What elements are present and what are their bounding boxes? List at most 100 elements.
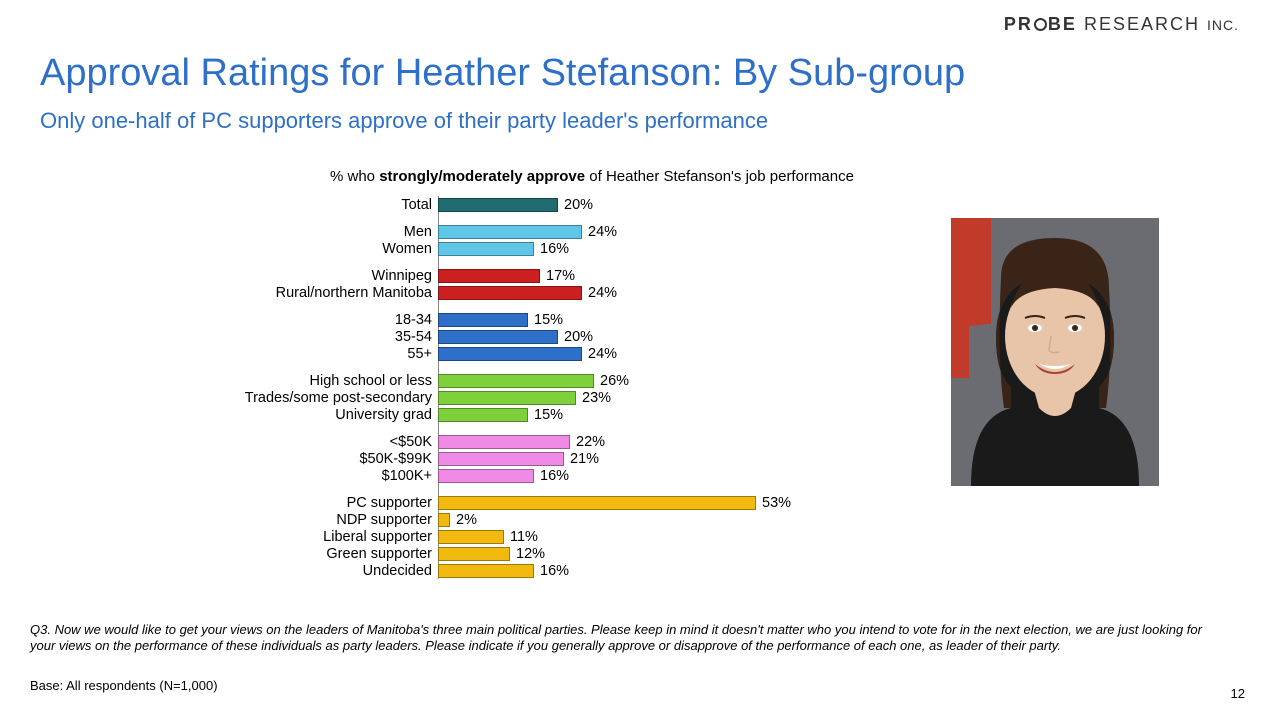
bar-row: PC supporter53% — [210, 494, 810, 511]
chart-caption: % who strongly/moderately approve of Hea… — [330, 168, 854, 185]
bar-fill — [438, 286, 582, 300]
bar-value: 16% — [540, 468, 569, 484]
bar-value: 15% — [534, 407, 563, 423]
bar-fill — [438, 242, 534, 256]
bar-row: Undecided 16% — [210, 562, 810, 579]
page-title: Approval Ratings for Heather Stefanson: … — [40, 52, 965, 95]
bar-value: 16% — [540, 241, 569, 257]
page-number: 12 — [1231, 686, 1245, 701]
bar-track: 16% — [438, 469, 810, 483]
bar-row: Rural/northern Manitoba 24% — [210, 284, 810, 301]
bar-row: 55+ 24% — [210, 345, 810, 362]
bar-label: 35-54 — [210, 329, 438, 345]
brand-word1: PR — [1004, 14, 1033, 34]
bar-label: Liberal supporter — [210, 529, 438, 545]
bar-fill — [438, 313, 528, 327]
bar-row: Trades/some post-secondary 23% — [210, 389, 810, 406]
brand-word3: RESEARCH — [1084, 14, 1200, 34]
bar-fill — [438, 391, 576, 405]
bar-track: 53% — [438, 496, 810, 510]
bar-track: 16% — [438, 242, 810, 256]
bar-fill — [438, 374, 594, 388]
bar-row: High school or less 26% — [210, 372, 810, 389]
bar-value: 15% — [534, 312, 563, 328]
bar-track: 23% — [438, 391, 810, 405]
portrait-illustration — [951, 218, 1159, 486]
bar-row: Men 24% — [210, 223, 810, 240]
bar-label: Total — [210, 197, 438, 213]
bar-label: Men — [210, 224, 438, 240]
bar-row: $50K-$99K21% — [210, 450, 810, 467]
bar-track: 17% — [438, 269, 810, 283]
bar-track: 11% — [438, 530, 810, 544]
bar-row: Winnipeg 17% — [210, 267, 810, 284]
bar-track: 16% — [438, 564, 810, 578]
bar-value: 24% — [588, 285, 617, 301]
bar-value: 24% — [588, 224, 617, 240]
bar-row: Total 20% — [210, 196, 810, 213]
bar-fill — [438, 496, 756, 510]
bar-label: Rural/northern Manitoba — [210, 285, 438, 301]
bar-fill — [438, 408, 528, 422]
bar-fill — [438, 513, 450, 527]
bar-value: 20% — [564, 329, 593, 345]
bar-track: 24% — [438, 347, 810, 361]
bar-value: 12% — [516, 546, 545, 562]
bar-label: <$50K — [210, 434, 438, 450]
bar-value: 22% — [576, 434, 605, 450]
brand-word4: INC. — [1207, 17, 1239, 33]
bar-value: 53% — [762, 495, 791, 511]
bar-row: 35-54 20% — [210, 328, 810, 345]
bar-label: Undecided — [210, 563, 438, 579]
bar-label: University grad — [210, 407, 438, 423]
bar-fill — [438, 469, 534, 483]
chart-caption-prefix: % who — [330, 168, 379, 185]
approval-bar-chart: Total20%Men24%Women16%Winnipeg17%Rural/n… — [210, 196, 810, 579]
question-footnote: Q3. Now we would like to get your views … — [30, 622, 1230, 655]
brand-logo: PRBE RESEARCH INC. — [1004, 14, 1239, 35]
chart-caption-suffix: of Heather Stefanson's job performance — [585, 168, 854, 185]
bar-label: Women — [210, 241, 438, 257]
bar-label: $100K+ — [210, 468, 438, 484]
bar-label: 55+ — [210, 346, 438, 362]
bar-track: 21% — [438, 452, 810, 466]
bar-fill — [438, 435, 570, 449]
bar-value: 26% — [600, 373, 629, 389]
bar-label: NDP supporter — [210, 512, 438, 528]
bar-label: 18-34 — [210, 312, 438, 328]
bar-track: 2% — [438, 513, 810, 527]
bar-row: Green supporter 12% — [210, 545, 810, 562]
bar-track: 12% — [438, 547, 810, 561]
bar-fill — [438, 547, 510, 561]
bar-label: Green supporter — [210, 546, 438, 562]
bar-label: $50K-$99K — [210, 451, 438, 467]
bar-fill — [438, 269, 540, 283]
bar-row: Women 16% — [210, 240, 810, 257]
brand-o-icon — [1034, 18, 1047, 31]
bar-value: 20% — [564, 197, 593, 213]
base-text: Base: All respondents (N=1,000) — [30, 678, 218, 693]
chart-caption-bold: strongly/moderately approve — [379, 168, 585, 185]
bar-track: 24% — [438, 286, 810, 300]
bar-fill — [438, 225, 582, 239]
bar-row: NDP supporter 2% — [210, 511, 810, 528]
bar-value: 11% — [510, 529, 538, 545]
bar-row: $100K+ 16% — [210, 467, 810, 484]
bar-value: 23% — [582, 390, 611, 406]
bar-value: 17% — [546, 268, 575, 284]
bar-track: 24% — [438, 225, 810, 239]
bar-label: High school or less — [210, 373, 438, 389]
bar-value: 2% — [456, 512, 477, 528]
bar-track: 15% — [438, 313, 810, 327]
bar-label: Trades/some post-secondary — [210, 390, 438, 406]
page-subtitle: Only one-half of PC supporters approve o… — [40, 108, 768, 134]
bar-fill — [438, 564, 534, 578]
leader-photo — [951, 218, 1159, 486]
bar-fill — [438, 347, 582, 361]
bar-fill — [438, 452, 564, 466]
bar-value: 24% — [588, 346, 617, 362]
bar-row: <$50K 22% — [210, 433, 810, 450]
bar-label: Winnipeg — [210, 268, 438, 284]
bar-row: 18-34 15% — [210, 311, 810, 328]
bar-value: 16% — [540, 563, 569, 579]
